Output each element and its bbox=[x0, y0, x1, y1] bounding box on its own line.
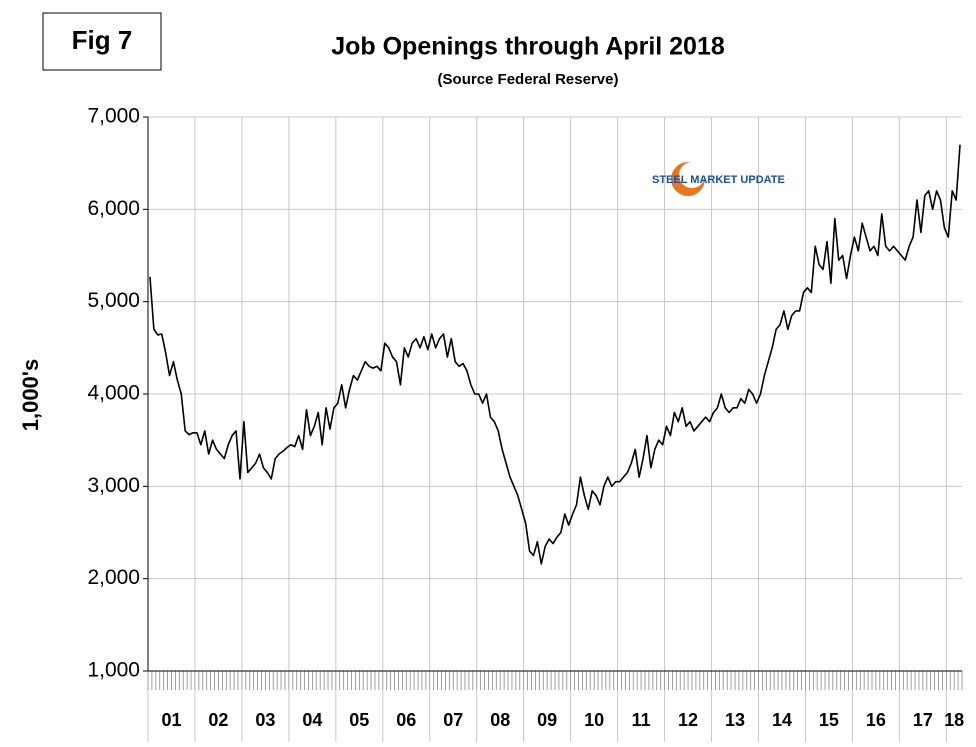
y-tick-label: 7,000 bbox=[87, 105, 140, 128]
x-tick-label: 16 bbox=[866, 710, 886, 730]
y-tick-label: 4,000 bbox=[87, 382, 140, 405]
x-tick-label: 05 bbox=[349, 710, 369, 730]
chart-title: Job Openings through April 2018 bbox=[331, 33, 725, 61]
x-tick-label: 07 bbox=[443, 710, 463, 730]
logo-ring-inner bbox=[679, 162, 705, 188]
x-tick-label: 01 bbox=[161, 710, 181, 730]
logo: STEEL MARKET UPDATE bbox=[652, 162, 785, 196]
fig-label: Fig 7 bbox=[72, 25, 133, 55]
y-tick-label: 1,000 bbox=[87, 659, 140, 682]
y-tick-label: 6,000 bbox=[87, 197, 140, 220]
x-tick-label: 04 bbox=[302, 710, 322, 730]
x-tick-label: 17 bbox=[913, 710, 933, 730]
x-tick-label: 02 bbox=[208, 710, 228, 730]
y-axis-title: 1,000's bbox=[18, 359, 43, 432]
x-tick-label: 03 bbox=[255, 710, 275, 730]
x-tick-label: 11 bbox=[632, 710, 651, 730]
x-tick-label: 09 bbox=[537, 710, 557, 730]
data-line bbox=[149, 144, 961, 565]
x-tick-label: 14 bbox=[772, 710, 792, 730]
fig-box bbox=[42, 12, 162, 71]
x-tick-label: 12 bbox=[678, 710, 698, 730]
x-tick-label: 15 bbox=[819, 710, 839, 730]
x-tick-label: 13 bbox=[725, 710, 745, 730]
y-tick-label: 5,000 bbox=[87, 289, 140, 312]
x-tick-label: 18 bbox=[944, 710, 964, 730]
y-tick-label: 2,000 bbox=[87, 566, 140, 589]
y-tick-label: 3,000 bbox=[87, 474, 140, 497]
logo-text: STEEL MARKET UPDATE bbox=[652, 174, 785, 186]
chart-subtitle: (Source Federal Reserve) bbox=[438, 71, 619, 88]
x-tick-label: 08 bbox=[490, 710, 510, 730]
x-tick-label: 10 bbox=[584, 710, 604, 730]
x-tick-label: 06 bbox=[396, 710, 416, 730]
